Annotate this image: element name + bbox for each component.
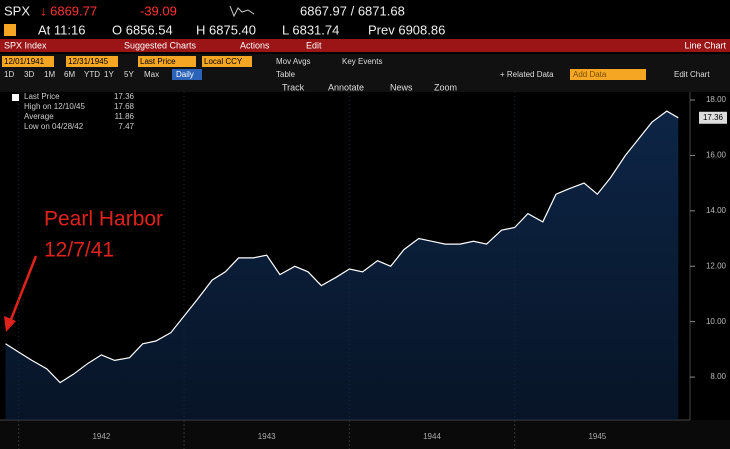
add-data[interactable]: Add Data — [573, 70, 607, 79]
menu-item[interactable]: Edit — [306, 40, 322, 50]
period[interactable]: 1Y — [104, 70, 114, 79]
y-tick-label: 18.00 — [706, 95, 727, 104]
x-tick-label: 1945 — [588, 432, 606, 441]
period[interactable]: 5Y — [124, 70, 134, 79]
add-box — [570, 69, 646, 80]
low: L 6831.74 — [282, 22, 339, 37]
security[interactable]: SPX Index — [4, 40, 47, 50]
start-date[interactable]: 12/01/1941 — [4, 57, 45, 66]
view[interactable]: Line Chart — [684, 40, 726, 50]
time: At 11:16 — [38, 22, 85, 37]
x-tick-label: 1944 — [423, 432, 441, 441]
related-data[interactable]: + Related Data — [500, 70, 554, 79]
legend-value: 17.68 — [114, 102, 135, 111]
frequency[interactable]: Daily — [176, 70, 194, 79]
high: H 6875.40 — [196, 22, 256, 37]
period[interactable]: 1M — [44, 70, 55, 79]
legend-value: 11.86 — [115, 112, 135, 121]
x-tick-label: 1942 — [92, 432, 110, 441]
field[interactable]: Last Price — [140, 57, 176, 66]
study[interactable]: Key Events — [342, 57, 382, 66]
price-line — [5, 110, 679, 384]
last: ↓ 6869.77 — [40, 3, 97, 18]
end-date[interactable]: 12/31/1945 — [68, 57, 109, 66]
edit-chart[interactable]: Edit Chart — [674, 70, 710, 79]
x-axis-band — [0, 420, 730, 449]
legend-label: Low on 04/28/42 — [24, 122, 84, 131]
field-box — [66, 56, 118, 67]
open: O 6856.54 — [112, 22, 173, 37]
period[interactable]: 6M — [64, 70, 75, 79]
study[interactable]: Mov Avgs — [276, 57, 311, 66]
prev: Prev 6908.86 — [368, 22, 445, 37]
legend-value: 17.36 — [114, 92, 135, 101]
y-tick-label: 12.00 — [706, 261, 727, 270]
y-tick-label: 14.00 — [706, 206, 727, 215]
y-tick-label: 10.00 — [706, 317, 727, 326]
tool[interactable]: News — [390, 82, 413, 92]
annotation-arrow — [8, 255, 38, 323]
currency[interactable]: Local CCY — [204, 57, 243, 66]
arrow-head — [4, 316, 16, 332]
annotation: Pearl Harbor — [44, 208, 163, 231]
legend-label: Last Price — [24, 92, 60, 101]
tool[interactable]: Annotate — [328, 82, 364, 92]
frequency-box — [172, 69, 202, 80]
table-button[interactable]: Table — [276, 70, 296, 79]
change: -39.09 — [140, 3, 177, 18]
period[interactable]: Max — [144, 70, 159, 79]
tool[interactable]: Zoom — [434, 82, 457, 92]
menu-item[interactable]: Actions — [240, 40, 270, 50]
menu-bar — [0, 39, 730, 52]
legend-value: 7.47 — [118, 122, 134, 131]
field-box — [202, 56, 252, 67]
legend-label: Average — [24, 112, 54, 121]
y-tick-label: 16.00 — [706, 151, 727, 160]
x-tick-label: 1943 — [258, 432, 276, 441]
icon — [4, 24, 16, 36]
area — [5, 111, 679, 420]
tool[interactable]: Track — [282, 82, 305, 92]
last-price-label: 17.36 — [703, 113, 724, 122]
y-tick-label: 8.00 — [710, 372, 726, 381]
legend-swatch — [12, 94, 19, 101]
ticker: SPX — [4, 3, 30, 18]
field-box — [2, 56, 54, 67]
period[interactable]: YTD — [84, 70, 100, 79]
last-price-box — [699, 111, 727, 124]
bid-ask: 6867.97 / 6871.68 — [300, 3, 405, 18]
annotation: 12/7/41 — [44, 239, 114, 262]
field-box — [138, 56, 196, 67]
period[interactable]: 1D — [4, 70, 14, 79]
period[interactable]: 3D — [24, 70, 34, 79]
legend-label: High on 12/10/45 — [24, 102, 85, 111]
sparkline — [229, 5, 255, 18]
menu-item[interactable]: Suggested Charts — [124, 40, 197, 50]
